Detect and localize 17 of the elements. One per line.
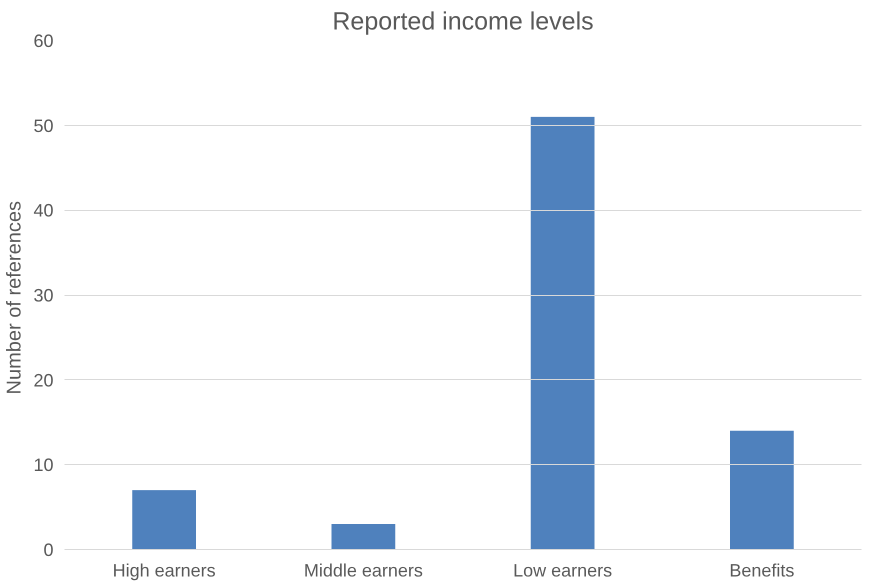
x-tick-label: Middle earners [304, 560, 423, 580]
bar [132, 490, 196, 550]
x-tick-label: Benefits [729, 560, 794, 580]
y-tick-label: 10 [33, 455, 54, 476]
y-axis-title: Number of references [3, 201, 26, 394]
y-tick-label: 30 [33, 286, 54, 306]
y-tick-label: 50 [33, 116, 54, 136]
bar [530, 116, 595, 550]
y-tick-label: 20 [33, 370, 54, 390]
x-tick-label: Low earners [513, 560, 612, 580]
x-tick-label: High earners [112, 560, 216, 580]
bar [331, 524, 396, 550]
y-tick-label: 40 [33, 200, 54, 221]
bar [730, 430, 794, 550]
y-tick-label: 0 [43, 540, 54, 560]
y-tick-label: 60 [33, 31, 54, 51]
chart-title: Reported income levels [332, 8, 594, 36]
